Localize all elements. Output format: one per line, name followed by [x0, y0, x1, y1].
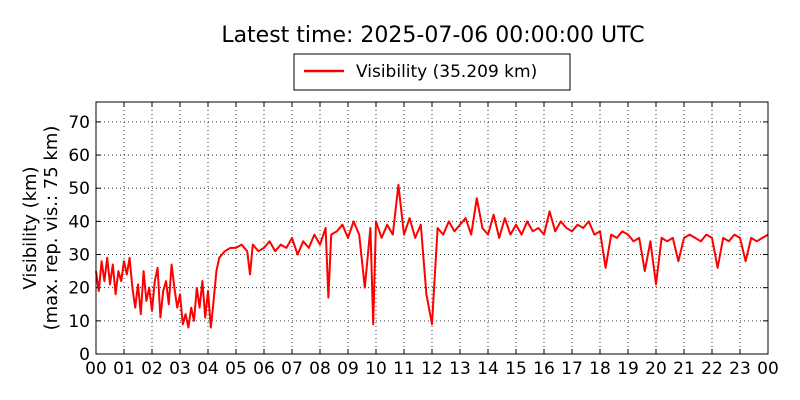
- x-tick-label: 02: [141, 359, 163, 379]
- x-tick-label: 18: [589, 359, 611, 379]
- series-line-visibility: [95, 183, 769, 329]
- x-tick-label: 19: [617, 359, 639, 379]
- x-axis: 00 01 02 03 04 05 06 07 08 09 10 11 12 13 14 15 16 17 18 19…: [85, 102, 779, 379]
- x-tick-label: 10: [365, 359, 387, 379]
- x-tick-label: 05: [225, 359, 247, 379]
- y-axis-label-line2: (max. rep. vis.: 75 km): [41, 126, 62, 331]
- y-tick-label: 20: [68, 279, 90, 299]
- legend: Visibility (35.209 km): [293, 53, 571, 91]
- y-tick-label: 10: [68, 312, 90, 332]
- y-tick-label: 0: [79, 345, 90, 365]
- y-tick-label: 70: [68, 113, 90, 133]
- x-tick-label: 08: [309, 359, 331, 379]
- y-tick-label: 40: [68, 212, 90, 232]
- x-tick-label: 14: [477, 359, 499, 379]
- series-layer: [95, 183, 769, 329]
- x-tick-label: 01: [113, 359, 135, 379]
- y-axis-label-line1: Visibility (km): [20, 166, 41, 289]
- x-tick-label: 03: [169, 359, 191, 379]
- x-tick-label: 13: [449, 359, 471, 379]
- x-tick-label: 23: [729, 359, 751, 379]
- y-axis-label: Visibility (km) (max. rep. vis.: 75 km): [20, 126, 62, 331]
- x-tick-label: 06: [253, 359, 275, 379]
- y-axis: 0 10 20 30 40 50 60 70: [68, 113, 768, 365]
- y-tick-label: 30: [68, 246, 90, 266]
- x-tick-label: 21: [673, 359, 695, 379]
- x-tick-label: 22: [701, 359, 723, 379]
- x-tick-label: 12: [421, 359, 443, 379]
- x-tick-label: 11: [393, 359, 415, 379]
- x-tick-label: 04: [197, 359, 219, 379]
- grid: [96, 102, 768, 354]
- x-tick-label: 00: [757, 359, 779, 379]
- x-tick-label: 17: [561, 359, 583, 379]
- x-tick-label: 09: [337, 359, 359, 379]
- plot-frame: [95, 101, 769, 355]
- chart-title: Latest time: 2025-07-06 00:00:00 UTC: [221, 23, 644, 48]
- legend-label: Visibility (35.209 km): [356, 62, 537, 82]
- x-tick-label: 07: [281, 359, 303, 379]
- x-tick-label: 15: [505, 359, 527, 379]
- x-tick-label: 16: [533, 359, 555, 379]
- x-tick-label: 20: [645, 359, 667, 379]
- y-tick-label: 60: [68, 146, 90, 166]
- x-tick-label: 00: [85, 359, 107, 379]
- y-tick-label: 50: [68, 179, 90, 199]
